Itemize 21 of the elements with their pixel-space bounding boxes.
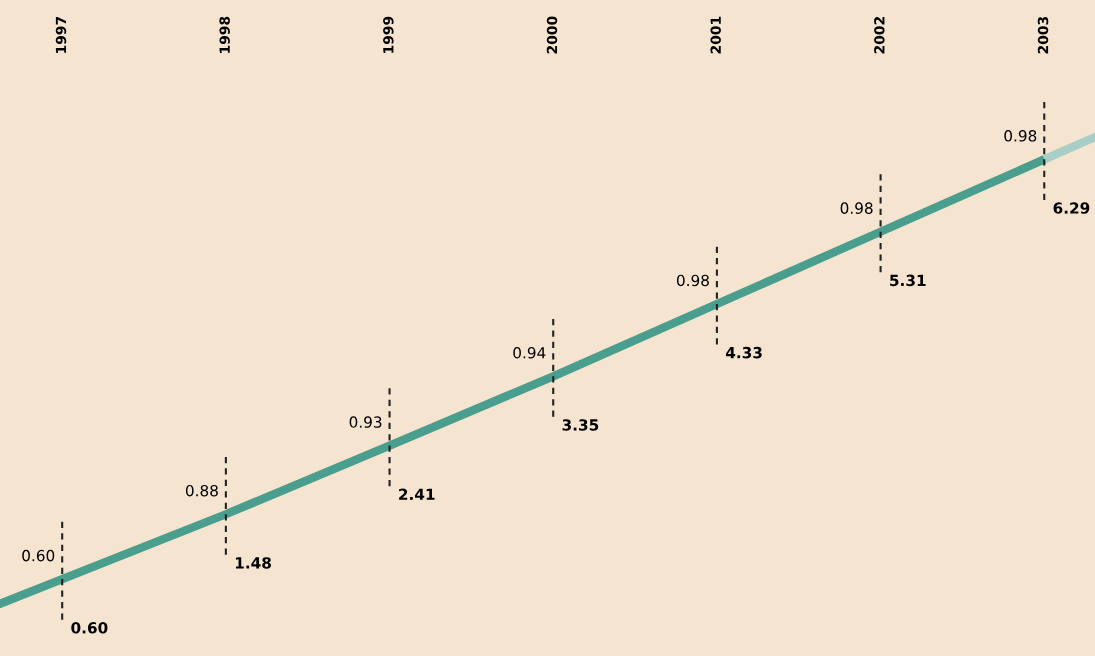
x-tick-label: 1999 <box>383 16 394 53</box>
annotation: 0.98 <box>1004 130 1037 142</box>
data-label: 1.48 <box>235 557 271 569</box>
x-tick-label: 2000 <box>546 16 558 54</box>
annotation: 0.98 <box>840 202 873 214</box>
annotation: 0.88 <box>185 484 218 497</box>
data-label: 4.33 <box>725 346 762 359</box>
x-tick-label: 1998 <box>219 16 230 53</box>
data-label: 2.41 <box>399 488 435 500</box>
x-tick-label: 1997 <box>55 16 67 53</box>
x-tick-label: 2002 <box>874 17 885 54</box>
annotation: 0.94 <box>513 346 546 359</box>
data-label: 6.29 <box>1053 202 1090 214</box>
data-label: 5.31 <box>890 274 926 287</box>
annotation: 0.60 <box>22 549 55 562</box>
data-label: 3.35 <box>562 419 599 431</box>
annotation: 0.93 <box>349 416 382 428</box>
annotation: 0.98 <box>676 274 709 287</box>
data-label: 0.60 <box>71 622 108 634</box>
x-tick-label: 2003 <box>1037 16 1049 54</box>
x-tick-label: 2001 <box>710 16 721 54</box>
